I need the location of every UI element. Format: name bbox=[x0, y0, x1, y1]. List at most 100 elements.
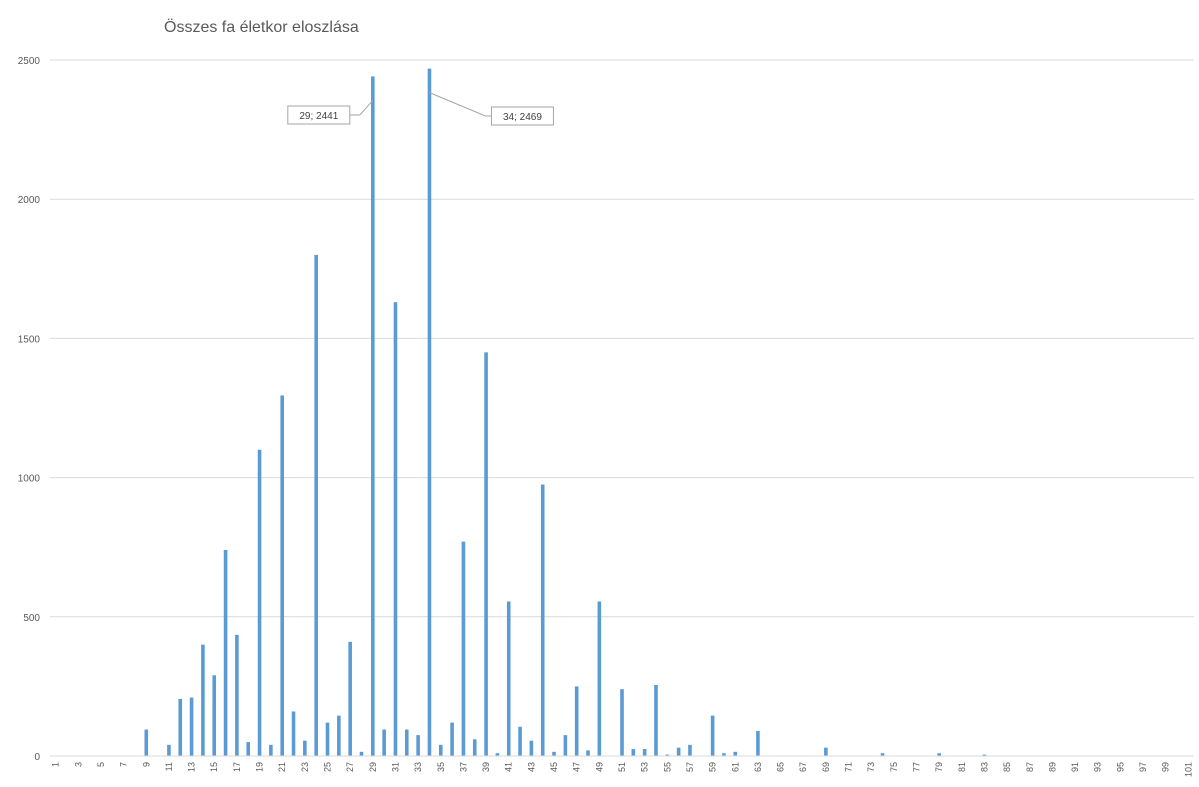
x-tick-label: 17 bbox=[232, 762, 242, 772]
x-tick-label: 45 bbox=[549, 762, 559, 772]
bar-39 bbox=[484, 352, 488, 756]
x-tick-label: 37 bbox=[458, 762, 468, 772]
x-tick-label: 1 bbox=[51, 762, 61, 767]
bar-26 bbox=[337, 715, 341, 756]
bar-74 bbox=[880, 753, 885, 756]
bar-15 bbox=[212, 675, 217, 756]
bar-9 bbox=[144, 729, 149, 756]
x-tick-label: 27 bbox=[345, 762, 355, 772]
bar-44 bbox=[540, 484, 545, 756]
bar-17 bbox=[235, 634, 239, 756]
x-tick-label: 83 bbox=[979, 762, 989, 772]
bar-55 bbox=[665, 754, 670, 756]
x-tick-label: 85 bbox=[1002, 762, 1012, 772]
y-axis-ticks: 0 500 1000 1500 2000 2500 bbox=[18, 56, 41, 763]
x-tick-label: 13 bbox=[187, 762, 197, 772]
bar-54 bbox=[654, 685, 658, 756]
x-tick-label: 5 bbox=[96, 762, 106, 767]
x-tick-label: 55 bbox=[662, 762, 672, 772]
bar-46 bbox=[563, 735, 568, 756]
bar-36 bbox=[450, 722, 454, 756]
x-tick-label: 97 bbox=[1138, 762, 1148, 772]
x-tick-label: 19 bbox=[255, 762, 265, 772]
x-tick-label: 89 bbox=[1047, 762, 1057, 772]
bar-19 bbox=[257, 449, 262, 756]
bar-28 bbox=[359, 751, 364, 756]
x-tick-label: 7 bbox=[119, 762, 129, 767]
bar-12 bbox=[178, 698, 183, 756]
bar-40 bbox=[495, 753, 500, 756]
x-tick-label: 73 bbox=[866, 762, 876, 772]
x-tick-label: 39 bbox=[481, 762, 491, 772]
x-tick-label: 79 bbox=[934, 762, 944, 772]
x-tick-label: 57 bbox=[685, 762, 695, 772]
bar-61 bbox=[733, 751, 738, 756]
bar-53 bbox=[642, 749, 647, 756]
x-tick-label: 43 bbox=[526, 762, 536, 772]
bar-23 bbox=[303, 740, 307, 756]
x-tick-label: 23 bbox=[300, 762, 310, 772]
bar-47 bbox=[574, 686, 579, 756]
bar-24 bbox=[314, 254, 318, 756]
x-tick-label: 47 bbox=[572, 762, 582, 772]
x-tick-label: 11 bbox=[164, 762, 174, 771]
x-tick-label: 81 bbox=[957, 762, 967, 772]
bar-42 bbox=[518, 726, 522, 756]
bar-49 bbox=[597, 601, 602, 756]
x-tick-label: 9 bbox=[141, 762, 151, 767]
bar-22 bbox=[291, 711, 296, 756]
x-tick-label: 21 bbox=[277, 762, 287, 772]
x-tick-label: 35 bbox=[436, 762, 446, 772]
bar-83 bbox=[982, 754, 987, 756]
bar-37 bbox=[461, 541, 466, 756]
x-tick-label: 91 bbox=[1070, 762, 1080, 772]
x-tick-label: 65 bbox=[776, 762, 786, 772]
x-tick-label: 51 bbox=[617, 762, 627, 772]
bar-20 bbox=[269, 744, 273, 756]
bar-31 bbox=[393, 302, 398, 756]
bar-52 bbox=[631, 749, 636, 756]
bar-63 bbox=[756, 730, 760, 756]
bar-18 bbox=[246, 742, 251, 756]
bar-16 bbox=[223, 549, 228, 756]
bar-21 bbox=[280, 395, 284, 756]
bar-33 bbox=[416, 735, 420, 756]
data-label-34: 34; 2469 bbox=[429, 92, 554, 126]
bar-79 bbox=[937, 753, 941, 756]
x-tick-label: 29 bbox=[368, 762, 378, 772]
x-axis-ticks: 1 3 5 7 9 11 13 15 17 19 21 23 25 27 29 31 33 35 37 39 41 43 4… bbox=[51, 762, 1194, 777]
x-tick-label: 99 bbox=[1161, 762, 1171, 772]
bar-34 bbox=[427, 68, 432, 757]
x-tick-label: 67 bbox=[798, 762, 808, 772]
x-tick-label: 41 bbox=[504, 762, 514, 772]
y-tick-label: 1500 bbox=[18, 334, 41, 345]
bar-13 bbox=[189, 697, 194, 756]
bar-35 bbox=[438, 744, 443, 756]
x-tick-label: 95 bbox=[1115, 762, 1125, 772]
x-tick-label: 61 bbox=[730, 762, 740, 772]
bar-56 bbox=[676, 747, 681, 756]
x-tick-label: 53 bbox=[640, 762, 650, 772]
bar-57 bbox=[688, 744, 692, 756]
bar-25 bbox=[325, 722, 330, 756]
bar-14 bbox=[201, 644, 205, 756]
y-tick-label: 0 bbox=[34, 752, 40, 763]
x-tick-label: 71 bbox=[844, 762, 854, 772]
x-tick-label: 77 bbox=[911, 762, 921, 772]
bar-27 bbox=[348, 641, 352, 756]
y-tick-label: 500 bbox=[23, 613, 40, 624]
bar-11 bbox=[167, 744, 171, 756]
bar-32 bbox=[404, 729, 409, 756]
x-tick-label: 75 bbox=[889, 762, 899, 772]
y-tick-label: 2000 bbox=[18, 195, 41, 206]
data-label-29: 29; 2441 bbox=[287, 100, 374, 125]
data-label-text: 34; 2469 bbox=[503, 112, 542, 123]
x-tick-label: 93 bbox=[1093, 762, 1103, 772]
bar-60 bbox=[722, 753, 726, 756]
x-tick-label: 3 bbox=[73, 762, 83, 767]
bar-29 bbox=[371, 76, 375, 756]
bar-30 bbox=[382, 729, 386, 756]
bar-43 bbox=[529, 740, 534, 756]
x-tick-label: 87 bbox=[1025, 762, 1035, 772]
